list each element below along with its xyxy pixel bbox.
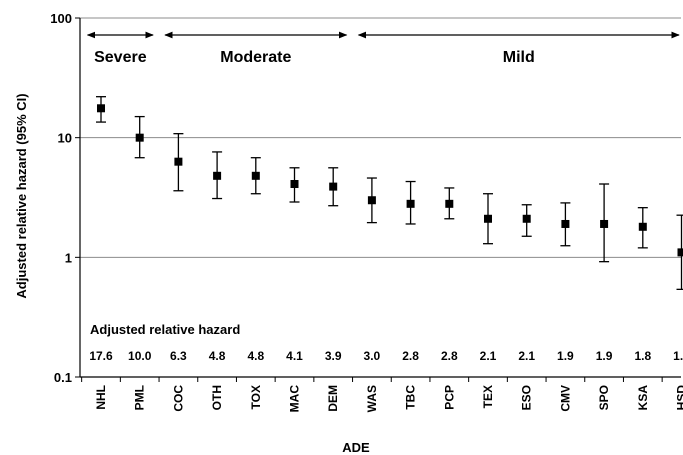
- category-label-coc: COC: [171, 385, 185, 412]
- y-tick-label-0.1: 0.1: [54, 370, 72, 385]
- y-axis-title: Adjusted relative hazard (95% CI): [14, 93, 29, 298]
- point-cmv: [561, 219, 570, 228]
- value-label-coc: 6.3: [170, 349, 187, 363]
- point-ksa: [638, 222, 647, 231]
- value-label-hsd: 1.1: [673, 349, 683, 363]
- category-label-dem: DEM: [326, 385, 340, 412]
- point-was: [367, 196, 376, 205]
- value-label-tbc: 2.8: [402, 349, 419, 363]
- point-spo: [600, 219, 609, 228]
- value-label-tex: 2.1: [480, 349, 497, 363]
- category-label-tbc: TBC: [404, 385, 418, 410]
- value-label-spo: 1.9: [596, 349, 613, 363]
- value-label-mac: 4.1: [286, 349, 303, 363]
- point-tbc: [406, 199, 415, 208]
- category-label-cmv: CMV: [558, 385, 572, 412]
- point-hsd: [677, 248, 683, 257]
- point-mac: [290, 180, 299, 189]
- point-coc: [174, 157, 183, 166]
- severity-groups: Severe Moderate Mild: [86, 31, 680, 66]
- value-label-pcp: 2.8: [441, 349, 458, 363]
- value-label-eso: 2.1: [518, 349, 535, 363]
- axes: 0.1 1 10 100: [50, 11, 681, 385]
- value-label-tox: 4.8: [247, 349, 264, 363]
- point-nhl: [97, 104, 105, 113]
- value-label-pml: 10.0: [128, 349, 152, 363]
- point-dem: [329, 182, 338, 191]
- group-label-severe: Severe: [94, 49, 147, 66]
- category-label-oth: OTH: [210, 385, 224, 410]
- category-labels: NHL PML COC OTH TOX MAC DEM WAS TBC PCP TEX ESO CMV S…: [94, 385, 683, 413]
- y-tick-label-1: 1: [65, 250, 72, 265]
- category-label-mac: MAC: [288, 385, 302, 413]
- value-labels: 17.6 10.0 6.3 4.8 4.8 4.1 3.9 3.0 2.8 2.8 2.1 2.1 1.…: [89, 349, 683, 363]
- value-label-cmv: 1.9: [557, 349, 574, 363]
- category-label-pml: PML: [133, 385, 147, 410]
- value-label-was: 3.0: [364, 349, 381, 363]
- point-pcp: [445, 199, 454, 208]
- category-label-was: WAS: [365, 385, 379, 412]
- point-tox: [251, 171, 260, 180]
- data-series: [96, 96, 683, 291]
- point-tex: [484, 214, 492, 223]
- annotation-title: Adjusted relative hazard: [90, 322, 240, 337]
- value-label-ksa: 1.8: [634, 349, 651, 363]
- point-pml: [135, 133, 144, 142]
- point-oth: [213, 171, 222, 180]
- x-axis-title: ADE: [342, 440, 370, 455]
- point-eso: [522, 214, 531, 223]
- y-tick-label-100: 100: [50, 11, 72, 26]
- value-label-oth: 4.8: [209, 349, 226, 363]
- category-label-spo: SPO: [597, 385, 611, 410]
- group-label-moderate: Moderate: [220, 49, 291, 66]
- group-label-mild: Mild: [503, 49, 535, 66]
- category-label-tox: TOX: [249, 385, 263, 409]
- category-label-nhl: NHL: [94, 385, 108, 410]
- category-label-eso: ESO: [520, 385, 534, 410]
- category-label-hsd: HSD: [675, 385, 683, 411]
- value-label-dem: 3.9: [325, 349, 342, 363]
- y-tick-label-10: 10: [58, 131, 72, 146]
- value-label-nhl: 17.6: [89, 349, 113, 363]
- category-label-ksa: KSA: [636, 385, 650, 411]
- category-label-pcp: PCP: [442, 385, 456, 410]
- category-label-tex: TEX: [481, 385, 495, 408]
